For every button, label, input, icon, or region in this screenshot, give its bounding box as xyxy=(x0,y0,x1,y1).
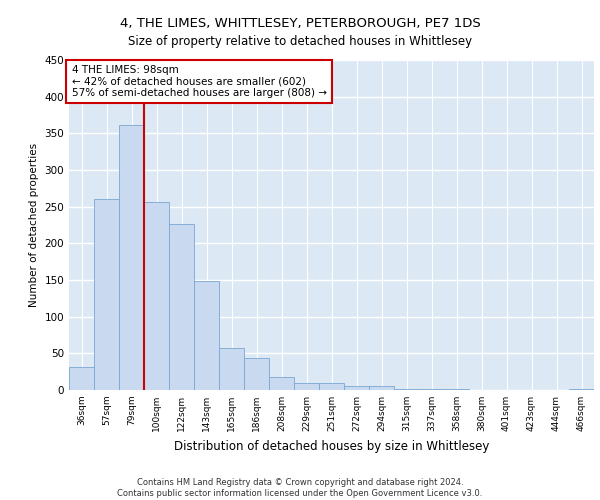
Bar xyxy=(344,386,369,390)
Text: 4, THE LIMES, WHITTLESEY, PETERBOROUGH, PE7 1DS: 4, THE LIMES, WHITTLESEY, PETERBOROUGH, … xyxy=(119,18,481,30)
Bar xyxy=(269,377,294,390)
Bar xyxy=(69,368,94,390)
Bar xyxy=(119,124,144,390)
Y-axis label: Number of detached properties: Number of detached properties xyxy=(29,143,39,307)
Bar xyxy=(219,348,244,390)
Bar xyxy=(194,282,219,390)
Bar xyxy=(394,388,419,390)
Bar xyxy=(169,224,194,390)
X-axis label: Distribution of detached houses by size in Whittlesey: Distribution of detached houses by size … xyxy=(174,440,489,452)
Text: Size of property relative to detached houses in Whittlesey: Size of property relative to detached ho… xyxy=(128,35,472,48)
Bar xyxy=(369,386,394,390)
Text: 4 THE LIMES: 98sqm
← 42% of detached houses are smaller (602)
57% of semi-detach: 4 THE LIMES: 98sqm ← 42% of detached hou… xyxy=(71,65,326,98)
Text: Contains HM Land Registry data © Crown copyright and database right 2024.
Contai: Contains HM Land Registry data © Crown c… xyxy=(118,478,482,498)
Bar xyxy=(144,202,169,390)
Bar xyxy=(294,382,319,390)
Bar xyxy=(244,358,269,390)
Bar xyxy=(94,200,119,390)
Bar xyxy=(319,382,344,390)
